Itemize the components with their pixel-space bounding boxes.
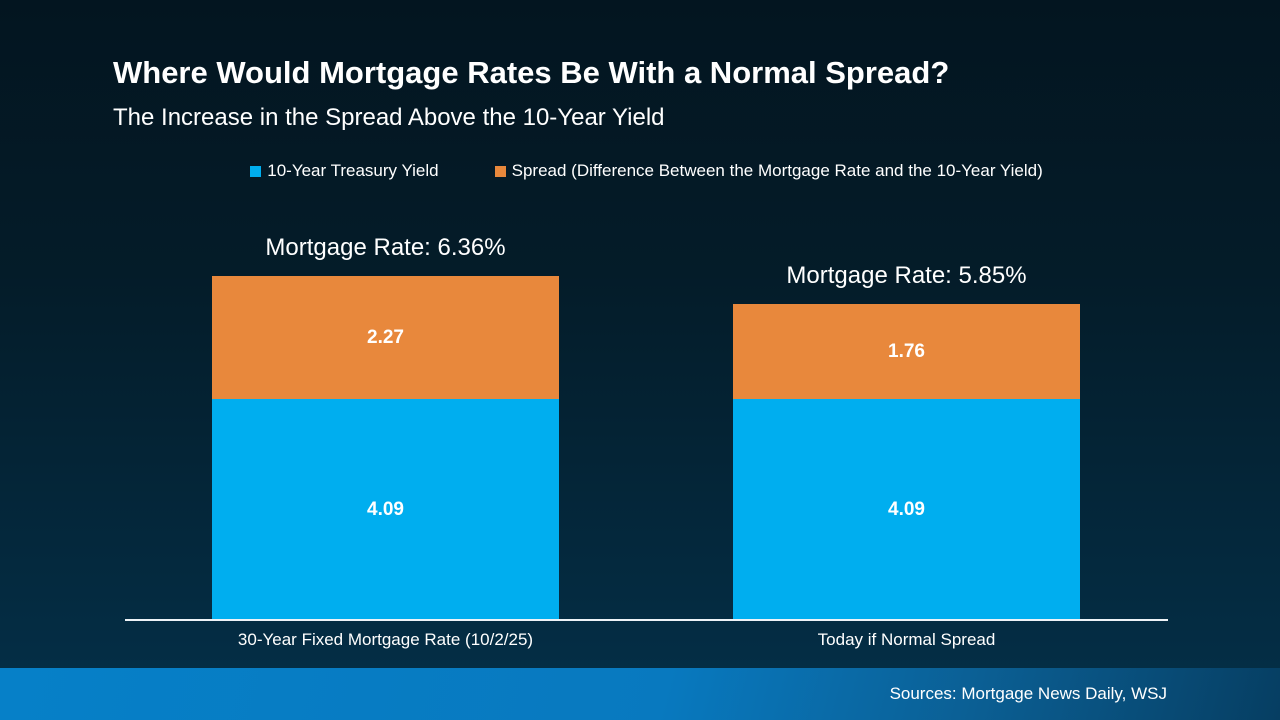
legend-swatch-blue-icon <box>250 165 262 177</box>
bar-segment-spread: 2.27 <box>212 276 559 399</box>
segment-value: 4.09 <box>888 498 925 520</box>
x-axis-label-current: 30-Year Fixed Mortgage Rate (10/2/25) <box>237 630 534 649</box>
segment-value: 4.09 <box>367 498 404 520</box>
bar-segment-spread: 1.76 <box>733 304 1080 399</box>
legend-item-spread: Spread (Difference Between the Mortgage … <box>494 161 1043 181</box>
x-axis-label-normal: Today if Normal Spread <box>817 630 996 649</box>
x-axis-line <box>125 619 1168 621</box>
segment-value: 1.76 <box>888 340 925 362</box>
bar-current-mortgage-rate: Mortgage Rate: 6.36% 2.27 4.09 <box>212 234 559 620</box>
legend-label: 10-Year Treasury Yield <box>267 161 439 180</box>
chart-subtitle: The Increase in the Spread Above the 10-… <box>113 104 665 131</box>
segment-value: 2.27 <box>367 326 404 348</box>
bar-normal-spread-rate: Mortgage Rate: 5.85% 1.76 4.09 <box>733 262 1080 620</box>
bar-total-annotation: Mortgage Rate: 5.85% <box>786 262 1027 289</box>
sources-text: Sources: Mortgage News Daily, WSJ <box>889 684 1167 703</box>
legend-label: Spread (Difference Between the Mortgage … <box>511 161 1043 180</box>
bar-total-annotation: Mortgage Rate: 6.36% <box>265 234 506 261</box>
chart-title: Where Would Mortgage Rates Be With a Nor… <box>113 55 950 90</box>
bar-segment-treasury-yield: 4.09 <box>212 399 559 620</box>
footer-bar: Sources: Mortgage News Daily, WSJ <box>0 668 1280 720</box>
legend: 10-Year Treasury Yield Spread (Differenc… <box>125 161 1168 181</box>
legend-swatch-orange-icon <box>494 165 506 177</box>
legend-item-treasury-yield: 10-Year Treasury Yield <box>250 161 439 181</box>
bar-segment-treasury-yield: 4.09 <box>733 399 1080 620</box>
